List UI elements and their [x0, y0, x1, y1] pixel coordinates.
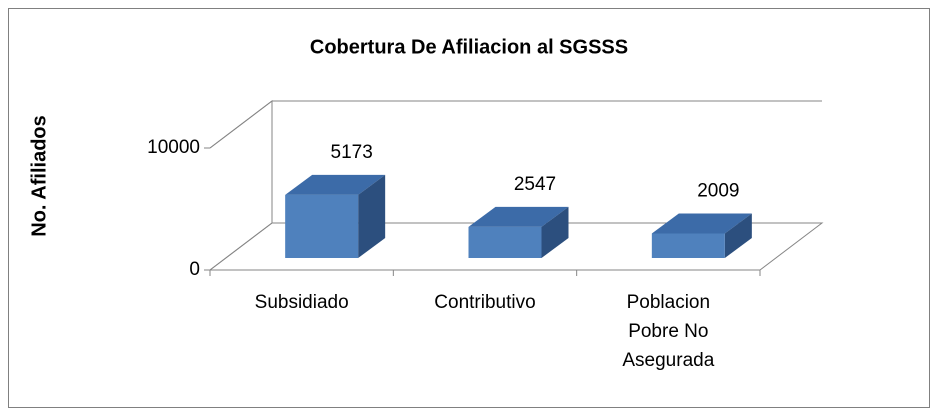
bar — [468, 206, 569, 258]
y-tick-label: 10000 — [147, 137, 200, 158]
bar-front — [651, 233, 725, 258]
grid-line — [209, 222, 822, 271]
bar — [651, 213, 752, 258]
bar-front — [468, 226, 542, 258]
x-tick-label: Contributivo — [434, 292, 536, 313]
value-label: 5173 — [331, 142, 373, 163]
y-axis-label: No. Afiliados — [28, 115, 50, 236]
chart-title: Cobertura De Afiliacion al SGSSS — [310, 36, 628, 58]
value-label: 2547 — [514, 174, 556, 195]
bar-top — [468, 206, 569, 227]
value-label: 2009 — [697, 181, 739, 202]
bar-front — [285, 194, 359, 258]
grid-line — [209, 100, 822, 149]
x-tick-label: Subsidiado — [254, 292, 349, 313]
y-tick-label: 0 — [189, 259, 200, 280]
bar-side — [541, 206, 569, 258]
bar-top — [651, 213, 752, 234]
x-tick-label: Poblacion Pobre No Asegurada — [622, 292, 715, 371]
bar-side — [358, 174, 386, 258]
chart-border — [8, 8, 930, 408]
bar — [285, 174, 386, 258]
bar-top — [285, 174, 386, 195]
bar-side — [724, 213, 752, 258]
